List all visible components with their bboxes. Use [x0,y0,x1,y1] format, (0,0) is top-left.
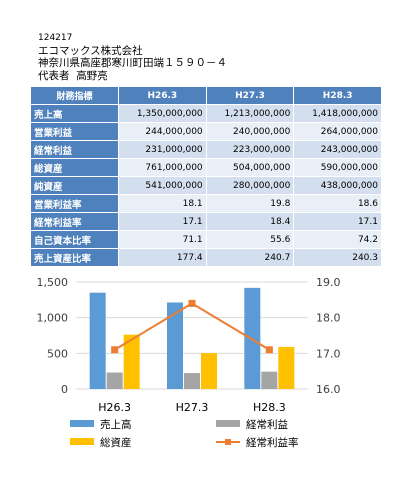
row-label: 営業利益率 [30,194,119,213]
bar-1 [167,302,183,389]
table-cell: 74.2 [293,230,382,249]
table-cell: 264,000,000 [293,122,382,141]
line-point [111,346,119,354]
bar-3 [123,334,140,389]
table-row: 営業利益 244,000,000 240,000,000 264,000,000 [30,122,382,141]
column-header: H26.3 [118,86,207,105]
legend-label: 総資産 [100,436,132,449]
company-header: 124217 エコマックス株式会社 神奈川県高座郡寒川町田端１５９０－４ 代表者… [38,32,227,82]
row-label: 自己資本比率 [30,230,119,249]
company-address: 神奈川県高座郡寒川町田端１５９０－４ [38,57,227,69]
y-left-tick-label: 500 [47,347,68,360]
x-tick-label: H28.3 [253,401,286,414]
bar-2 [106,372,123,389]
table-cell: 1,213,000,000 [205,104,295,123]
y-right-tick-label: 17.0 [316,347,341,360]
table-cell: 240.7 [205,248,295,267]
y-right-tick-label: 18.0 [316,312,341,325]
table-cell: 1,418,000,000 [293,104,382,123]
representative: 代表者 高野亮 [38,70,227,83]
table-cell: 1,350,000,000 [118,104,207,123]
legend-swatch [70,438,94,445]
table-cell: 55.6 [205,230,295,249]
company-code: 124217 [38,33,73,43]
table-cell: 223,000,000 [205,140,295,159]
y-right-tick-label: 16.0 [316,383,341,396]
table-cell: 240,000,000 [205,122,295,141]
bar-3 [201,353,217,389]
row-label: 総資産 [30,158,119,177]
line-point [188,299,196,307]
table-cell: 19.8 [205,194,295,213]
bar-3 [278,346,295,389]
company-name: エコマックス株式会社 [38,44,143,57]
table-cell: 504,000,000 [205,158,295,177]
table-cell: 18.4 [205,212,295,231]
bar-1 [89,292,106,389]
column-header: H27.3 [205,86,295,105]
table-cell: 438,000,000 [293,176,382,195]
y-left-tick-label: 0 [61,383,68,396]
row-label: 売上高 [30,104,119,123]
row-label: 経常利益 [30,140,119,159]
table-cell: 71.1 [118,230,207,249]
legend-label: 売上高 [100,418,132,431]
table-row: 売上高 1,350,000,000 1,213,000,000 1,418,00… [30,104,382,123]
table-cell: 177.4 [118,248,207,267]
table-corner-label: 財務指標 [30,86,119,105]
table-cell: 231,000,000 [118,140,207,159]
table-row: 経常利益率 17.1 18.4 17.1 [30,212,382,231]
column-header: H28.3 [293,86,382,105]
y-right-tick-label: 19.0 [316,276,341,289]
representative-name: 高野亮 [76,69,108,82]
table-cell: 18.1 [118,194,207,213]
combo-chart: 0 500 1,000 1,500 16.0 17.0 18.0 19.0 H26.3 H27.3… [37,276,341,449]
legend-swatch [216,420,240,427]
y-left-tick-label: 1,000 [37,312,69,325]
x-tick-label: H27.3 [176,401,209,414]
row-label: 売上資産比率 [30,248,119,267]
table-cell: 244,000,000 [118,122,207,141]
table-row: 純資産 541,000,000 280,000,000 438,000,000 [30,176,382,195]
table-cell: 240.3 [293,248,382,267]
table-cell: 243,000,000 [293,140,382,159]
table-header-row: 財務指標 H26.3 H27.3 H28.3 [30,86,382,105]
legend-label: 経常利益 [246,418,288,431]
bar-2 [261,371,278,389]
legend-swatch [70,420,94,427]
x-tick-label: H26.3 [98,401,131,414]
table-cell: 590,000,000 [293,158,382,177]
row-label: 純資産 [30,176,119,195]
row-label: 経常利益率 [30,212,119,231]
legend-label: 経常利益率 [246,436,299,449]
table-cell: 761,000,000 [118,158,207,177]
table-row: 売上資産比率 177.4 240.7 240.3 [30,248,382,267]
y-left-tick-label: 1,500 [37,276,69,289]
table-row: 自己資本比率 71.1 55.6 74.2 [30,230,382,249]
table-row: 経常利益 231,000,000 223,000,000 243,000,000 [30,140,382,159]
row-label: 営業利益 [30,122,119,141]
table-cell: 17.1 [118,212,207,231]
line-point [265,346,273,354]
financial-table: 財務指標 H26.3 H27.3 H28.3 売上高 1,350,000,000… [30,86,382,267]
representative-label: 代表者 [38,69,70,82]
table-cell: 17.1 [293,212,382,231]
table-cell: 18.6 [293,194,382,213]
legend-marker [225,439,231,445]
table-cell: 541,000,000 [118,176,207,195]
table-row: 営業利益率 18.1 19.8 18.6 [30,194,382,213]
bar-2 [184,373,200,389]
table-row: 総資産 761,000,000 504,000,000 590,000,000 [30,158,382,177]
table-cell: 280,000,000 [205,176,295,195]
